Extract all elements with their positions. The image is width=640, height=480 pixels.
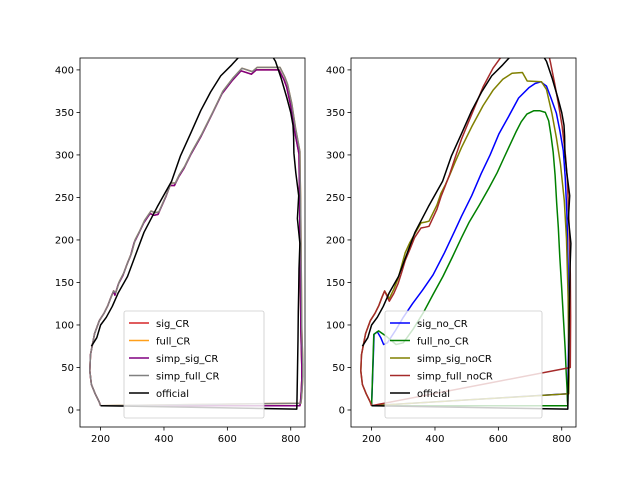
y-tick-label: 200 (326, 235, 345, 246)
y-tick-label: 100 (326, 320, 345, 331)
y-tick-label: 200 (55, 235, 74, 246)
x-tick-label: 400 (425, 434, 444, 445)
y-tick-label: 0 (339, 405, 345, 416)
axes-frame (350, 57, 577, 428)
x-tick-label: 600 (218, 434, 237, 445)
left-panel: 200 400 600 800 0 50 100 150 200 250 300 350 400 sig_… (55, 57, 306, 445)
legend-box (123, 310, 265, 419)
legend-label: full_CR (156, 337, 190, 348)
y-tick-label: 300 (55, 150, 74, 161)
axes-frame (79, 57, 306, 428)
legend-label: official (156, 389, 189, 400)
legend-box (384, 310, 543, 419)
series-line-official (361, 58, 572, 410)
y-tick-label: 250 (55, 193, 74, 204)
legend-label: simp_sig_CR (156, 354, 218, 365)
y-tick-label: 150 (326, 278, 345, 289)
plot-lines (89, 58, 304, 410)
y-tick-label: 300 (326, 150, 345, 161)
y-tick-label: 250 (326, 193, 345, 204)
legend-label: sig_no_CR (417, 319, 468, 330)
x-tick-label: 600 (489, 434, 508, 445)
legend-label: simp_full_noCR (417, 372, 493, 383)
y-tick-label: 50 (61, 363, 74, 374)
legend: sig_CR full_CR simp_sig_CR simp_full_CRoffi… (123, 310, 265, 419)
y-tick-label: 0 (68, 405, 74, 416)
y-tick-label: 50 (332, 363, 345, 374)
y-tick-label: 100 (55, 320, 74, 331)
y-tick-label: 150 (55, 278, 74, 289)
x-tick-label: 200 (91, 434, 110, 445)
legend-label: simp_full_CR (156, 372, 219, 383)
legend-label: official (417, 389, 450, 400)
legend-label: sig_CR (156, 319, 189, 330)
right-panel: 200 400 600 800 0 50 100 150 200 250 300 350 400 sig_… (326, 57, 577, 445)
series-line-simp-full-noCR (360, 58, 572, 407)
y-tick-label: 400 (55, 65, 74, 76)
legend-label: full_no_CR (417, 337, 469, 348)
legend: sig_no_CR full_no_CR simp_sig_noCR simp_ful… (384, 310, 543, 419)
y-tick-label: 350 (326, 108, 345, 119)
x-tick-label: 800 (281, 434, 300, 445)
series-line-official (90, 58, 301, 410)
x-tick-label: 200 (362, 434, 381, 445)
x-tick-label: 400 (154, 434, 173, 445)
legend-label: simp_sig_noCR (417, 354, 492, 365)
y-tick-label: 350 (55, 108, 74, 119)
y-tick-label: 400 (326, 65, 345, 76)
series-line-simp-full-CR (89, 66, 304, 407)
x-tick-label: 800 (552, 434, 571, 445)
